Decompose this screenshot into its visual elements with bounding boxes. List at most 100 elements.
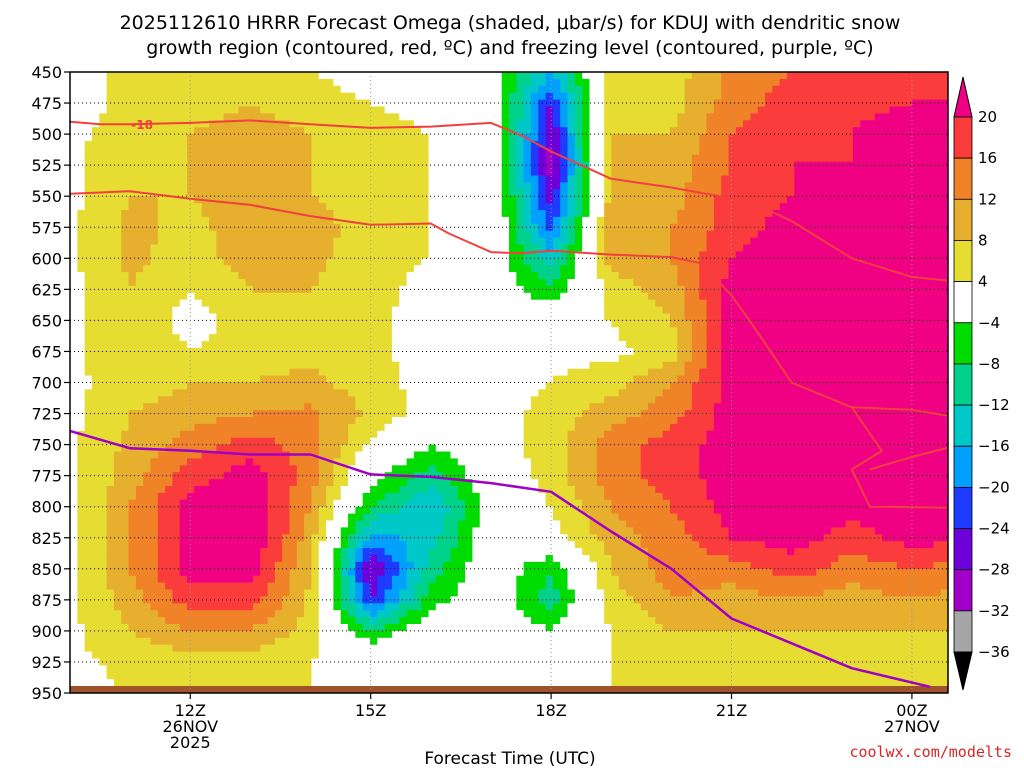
omega-cell	[633, 85, 642, 94]
omega-cell	[721, 244, 730, 252]
omega-cell	[626, 272, 634, 280]
omega-cell	[904, 237, 913, 246]
omega-cell	[926, 244, 934, 252]
omega-cell	[655, 113, 664, 121]
omega-cell	[567, 154, 576, 163]
omega-cell	[794, 168, 803, 177]
omega-cell	[252, 341, 261, 349]
omega-cell	[604, 106, 613, 114]
omega-cell	[238, 106, 247, 114]
omega-cell	[413, 306, 422, 315]
omega-cell	[604, 210, 613, 218]
omega-cell	[845, 327, 854, 335]
omega-cell	[611, 141, 620, 149]
omega-cell	[633, 196, 642, 204]
omega-cell	[801, 154, 810, 163]
omega-cell	[362, 78, 371, 87]
omega-cell	[582, 251, 591, 259]
omega-cell	[838, 113, 847, 121]
omega-cell	[509, 230, 517, 239]
omega-cell	[721, 134, 730, 142]
omega-cell	[209, 265, 217, 273]
omega-cell	[399, 161, 408, 170]
omega-cell	[779, 292, 788, 301]
omega-cell	[238, 175, 247, 183]
omega-cell	[494, 237, 503, 246]
omega-cell	[187, 92, 195, 101]
omega-cell	[333, 244, 342, 252]
omega-cell	[867, 334, 876, 342]
omega-cell	[648, 154, 656, 163]
omega-cell	[838, 78, 847, 87]
omega-cell	[596, 216, 605, 225]
omega-cell	[245, 313, 254, 321]
omega-cell	[618, 196, 627, 204]
omega-cell	[501, 134, 510, 142]
omega-cell	[157, 306, 166, 315]
omega-cell	[340, 354, 349, 363]
omega-cell	[70, 85, 78, 94]
omega-cell	[933, 265, 942, 273]
omega-cell	[245, 196, 254, 204]
omega-cell	[794, 210, 803, 218]
omega-cell	[911, 223, 920, 232]
omega-cell	[296, 313, 305, 321]
omega-cell	[926, 292, 934, 301]
omega-cell	[516, 106, 525, 114]
omega-cell	[99, 354, 108, 363]
omega-cell	[589, 313, 598, 321]
omega-cell	[655, 279, 664, 287]
omega-cell	[516, 313, 525, 321]
omega-cell	[684, 320, 693, 328]
omega-cell	[223, 279, 232, 287]
omega-cell	[84, 244, 93, 252]
omega-cell	[926, 127, 934, 135]
omega-cell	[596, 285, 605, 294]
omega-cell	[128, 341, 137, 349]
omega-cell	[157, 230, 166, 239]
omega-cell	[487, 313, 495, 321]
omega-cell	[596, 299, 605, 308]
omega-cell	[787, 230, 795, 239]
omega-cell	[560, 120, 569, 128]
omega-cell	[516, 299, 525, 308]
omega-cell	[230, 258, 239, 266]
omega-cell	[691, 210, 700, 218]
omega-cell	[216, 196, 225, 204]
omega-cell	[655, 334, 664, 342]
omega-cell	[721, 230, 730, 239]
omega-cell	[252, 78, 261, 87]
omega-cell	[391, 203, 400, 211]
omega-cell	[874, 334, 883, 342]
omega-cell	[362, 265, 371, 273]
omega-cell	[289, 134, 298, 142]
omega-cell	[194, 327, 203, 335]
omega-cell	[538, 341, 547, 349]
omega-cell	[172, 78, 181, 87]
omega-cell	[552, 292, 561, 301]
omega-cell	[867, 251, 876, 259]
omega-cell	[516, 258, 525, 266]
omega-cell	[91, 348, 100, 356]
omega-cell	[209, 306, 217, 315]
omega-cell	[830, 154, 839, 163]
omega-cell	[70, 244, 78, 252]
omega-cell	[699, 127, 708, 135]
omega-cell	[530, 216, 539, 225]
omega-cell	[779, 72, 788, 80]
omega-cell	[552, 189, 561, 197]
omega-cell	[296, 85, 305, 94]
omega-cell	[523, 265, 532, 273]
omega-cell	[713, 99, 722, 108]
omega-cell	[282, 251, 291, 259]
omega-cell	[201, 285, 210, 294]
omega-cell	[384, 216, 393, 225]
omega-cell	[691, 279, 700, 287]
omega-cell	[201, 182, 210, 190]
omega-cell	[552, 279, 561, 287]
omega-cell	[238, 334, 247, 342]
omega-cell	[589, 292, 598, 301]
omega-cell	[560, 113, 569, 121]
omega-cell	[757, 154, 766, 163]
omega-cell	[896, 230, 905, 239]
